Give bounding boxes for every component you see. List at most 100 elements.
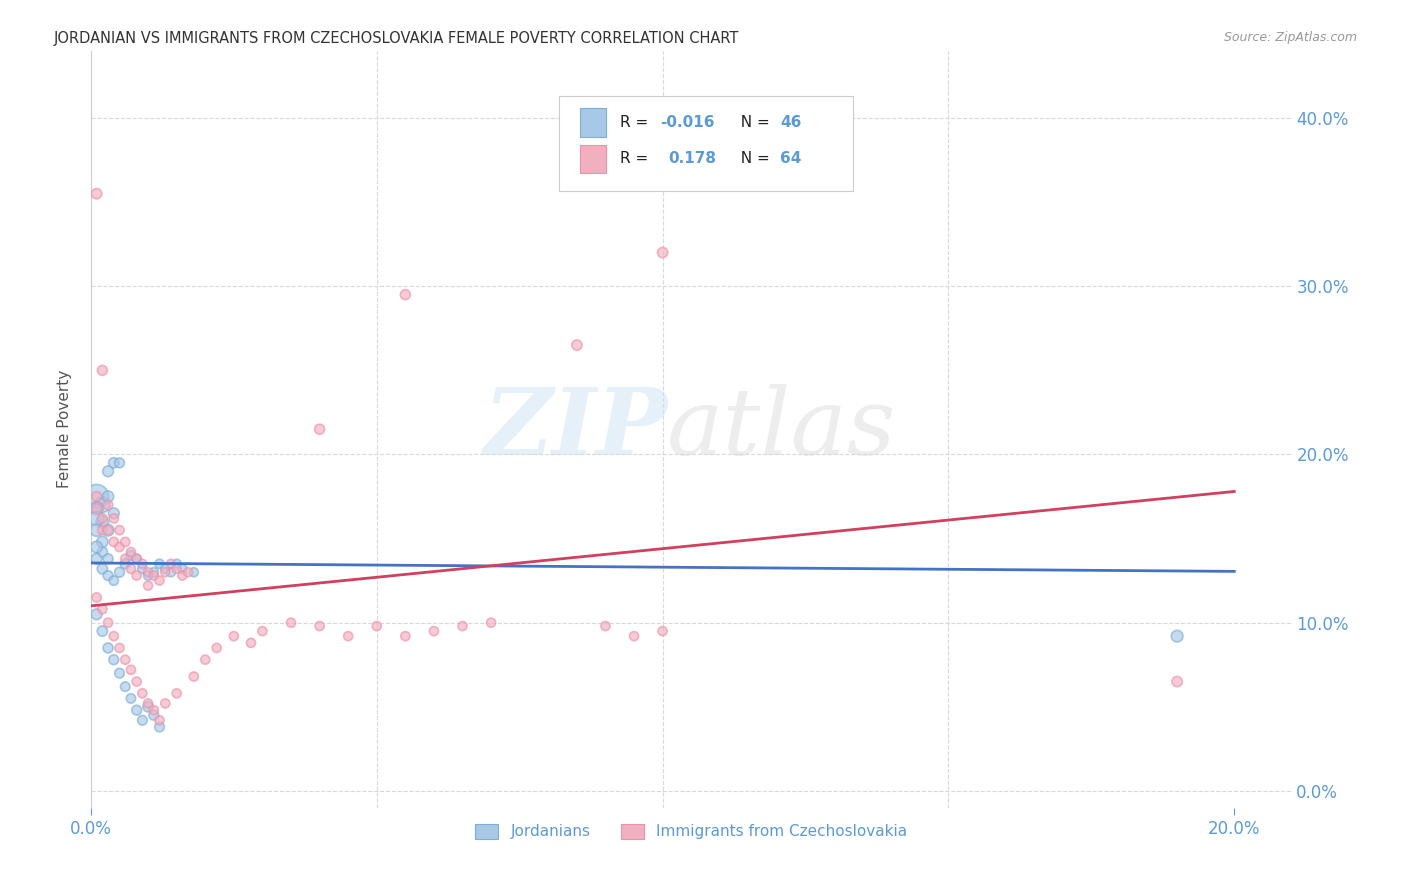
Text: atlas: atlas [668, 384, 897, 475]
Point [136, 568, 159, 582]
Point [136, 579, 159, 593]
Point [125, 674, 148, 689]
Point [240, 636, 263, 650]
Text: Source: ZipAtlas.com: Source: ZipAtlas.com [1223, 31, 1357, 45]
Point [337, 629, 360, 643]
Point [205, 640, 228, 655]
Point [114, 680, 136, 694]
Point [97, 523, 120, 537]
Point [86, 490, 108, 504]
Point [172, 562, 194, 576]
Point [91, 498, 114, 512]
Point [194, 653, 217, 667]
Text: JORDANIAN VS IMMIGRANTS FROM CZECHOSLOVAKIA FEMALE POVERTY CORRELATION CHART: JORDANIAN VS IMMIGRANTS FROM CZECHOSLOVA… [53, 31, 738, 46]
Point [91, 602, 114, 616]
Point [136, 565, 159, 579]
Point [120, 562, 142, 576]
Point [1166, 629, 1188, 643]
Point [148, 557, 170, 571]
Point [103, 574, 125, 588]
Point [97, 464, 120, 478]
Y-axis label: Female Poverty: Female Poverty [58, 370, 72, 488]
FancyBboxPatch shape [579, 108, 606, 137]
Point [97, 640, 120, 655]
Point [103, 511, 125, 525]
Point [148, 713, 170, 727]
Point [451, 619, 474, 633]
Point [565, 338, 588, 352]
Point [108, 523, 131, 537]
Point [103, 653, 125, 667]
Point [91, 363, 114, 377]
Point [86, 186, 108, 201]
Point [177, 565, 200, 579]
Point [160, 557, 183, 571]
Point [91, 562, 114, 576]
Point [172, 568, 194, 582]
Point [120, 549, 142, 563]
Text: N =: N = [731, 115, 775, 130]
Point [97, 490, 120, 504]
Point [136, 699, 159, 714]
Point [394, 287, 416, 301]
Point [114, 551, 136, 566]
Point [114, 535, 136, 549]
Text: N =: N = [731, 152, 775, 167]
Text: R =: R = [620, 115, 654, 130]
Text: R =: R = [620, 152, 654, 167]
Point [91, 545, 114, 559]
Point [120, 663, 142, 677]
Point [183, 565, 205, 579]
Point [155, 562, 177, 576]
Point [160, 565, 183, 579]
Point [86, 501, 108, 516]
Point [108, 640, 131, 655]
Point [142, 568, 165, 582]
Point [651, 624, 673, 639]
Point [595, 619, 617, 633]
Point [91, 515, 114, 529]
Point [131, 562, 153, 576]
Point [280, 615, 302, 630]
Point [155, 697, 177, 711]
Point [114, 653, 136, 667]
Point [91, 523, 114, 537]
Text: 0.178: 0.178 [668, 152, 717, 167]
Point [97, 615, 120, 630]
Point [651, 245, 673, 260]
Point [97, 523, 120, 537]
Point [108, 540, 131, 554]
Point [366, 619, 388, 633]
Point [131, 686, 153, 700]
FancyBboxPatch shape [560, 96, 853, 191]
Point [155, 565, 177, 579]
Point [91, 624, 114, 639]
Point [308, 619, 330, 633]
Point [166, 557, 188, 571]
Point [142, 703, 165, 717]
Point [97, 551, 120, 566]
Point [86, 511, 108, 525]
Point [166, 562, 188, 576]
Legend: Jordanians, Immigrants from Czechoslovakia: Jordanians, Immigrants from Czechoslovak… [470, 818, 914, 846]
Point [131, 557, 153, 571]
FancyBboxPatch shape [579, 145, 606, 173]
Point [97, 568, 120, 582]
Point [103, 629, 125, 643]
Point [142, 565, 165, 579]
Text: 64: 64 [780, 152, 801, 167]
Point [142, 708, 165, 723]
Point [125, 551, 148, 566]
Point [222, 629, 245, 643]
Point [423, 624, 446, 639]
Point [97, 498, 120, 512]
Point [108, 456, 131, 470]
Text: -0.016: -0.016 [659, 115, 714, 130]
Point [1166, 674, 1188, 689]
Point [114, 557, 136, 571]
Point [86, 490, 108, 504]
Point [86, 551, 108, 566]
Point [183, 669, 205, 683]
Point [91, 511, 114, 525]
Point [131, 713, 153, 727]
